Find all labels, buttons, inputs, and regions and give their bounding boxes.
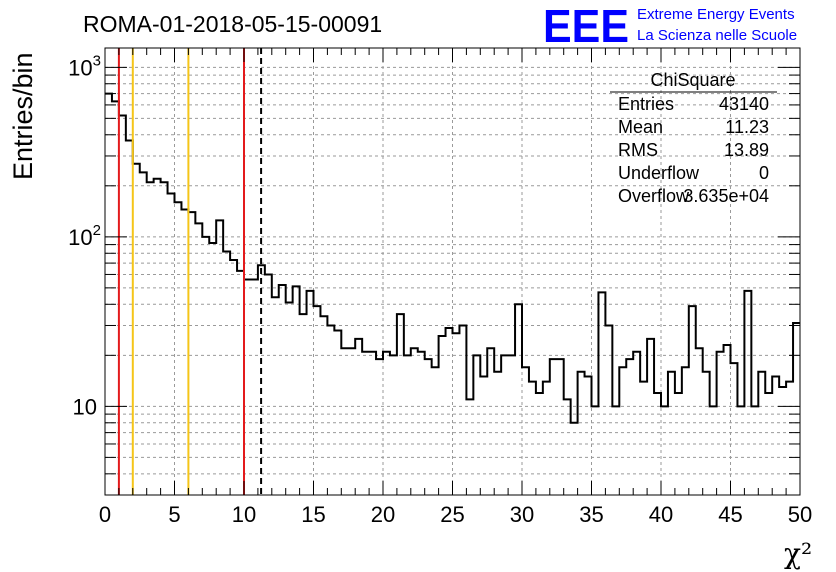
stats-row-value: 0 bbox=[759, 163, 769, 183]
stats-row-label: Overflow bbox=[618, 186, 690, 206]
x-tick-label: 20 bbox=[371, 502, 395, 527]
ticks-layer: 0 5 10 15 20 25 30 35 40 45 50 10 102 103 bbox=[68, 48, 812, 527]
grid-layer bbox=[105, 48, 800, 496]
x-tick-label: 40 bbox=[649, 502, 673, 527]
stats-row-label: RMS bbox=[618, 140, 658, 160]
eee-logo-line2: La Scienza nelle Scuole bbox=[637, 27, 797, 44]
eee-logo: EEE Extreme Energy Events La Scienza nel… bbox=[543, 0, 797, 52]
x-tick-label: 25 bbox=[440, 502, 464, 527]
run-title: ROMA-01-2018-05-15-00091 bbox=[83, 11, 382, 37]
y-tick-label: 103 bbox=[68, 52, 101, 80]
x-tick-label: 0 bbox=[99, 502, 111, 527]
stats-row-label: Mean bbox=[618, 117, 663, 137]
x-tick-label: 45 bbox=[718, 502, 742, 527]
stats-row-value: 13.89 bbox=[724, 140, 769, 160]
histogram-outline bbox=[105, 92, 800, 424]
stats-row-label: Entries bbox=[618, 94, 674, 114]
y-axis-title: Entries/bin bbox=[8, 52, 38, 180]
x-tick-label: 15 bbox=[301, 502, 325, 527]
stats-row-label: Underflow bbox=[618, 163, 700, 183]
eee-logo-mark: EEE bbox=[543, 0, 629, 52]
stats-title: ChiSquare bbox=[650, 70, 735, 90]
reference-lines-layer bbox=[117, 48, 263, 495]
y-tick-label: 10 bbox=[73, 394, 97, 419]
eee-logo-line1: Extreme Energy Events bbox=[637, 6, 795, 23]
stats-row-value: 11.23 bbox=[725, 117, 769, 137]
stats-box: ChiSquare Entries 43140 Mean 11.23 RMS 13.89 U… bbox=[610, 70, 777, 206]
stats-rows: Entries 43140 Mean 11.23 RMS 13.89 Underflow 0 O… bbox=[618, 94, 769, 206]
stats-row-value: 43140 bbox=[719, 94, 769, 114]
y-tick-label: 102 bbox=[68, 222, 101, 250]
x-tick-label: 5 bbox=[168, 502, 180, 527]
x-tick-label: 35 bbox=[579, 502, 603, 527]
x-tick-label: 50 bbox=[788, 502, 812, 527]
histogram-layer bbox=[105, 92, 800, 424]
x-tick-label: 10 bbox=[232, 502, 256, 527]
x-tick-label: 30 bbox=[510, 502, 534, 527]
x-axis-title: χ² bbox=[784, 537, 812, 570]
stats-row-value: 3.635e+04 bbox=[683, 186, 769, 206]
